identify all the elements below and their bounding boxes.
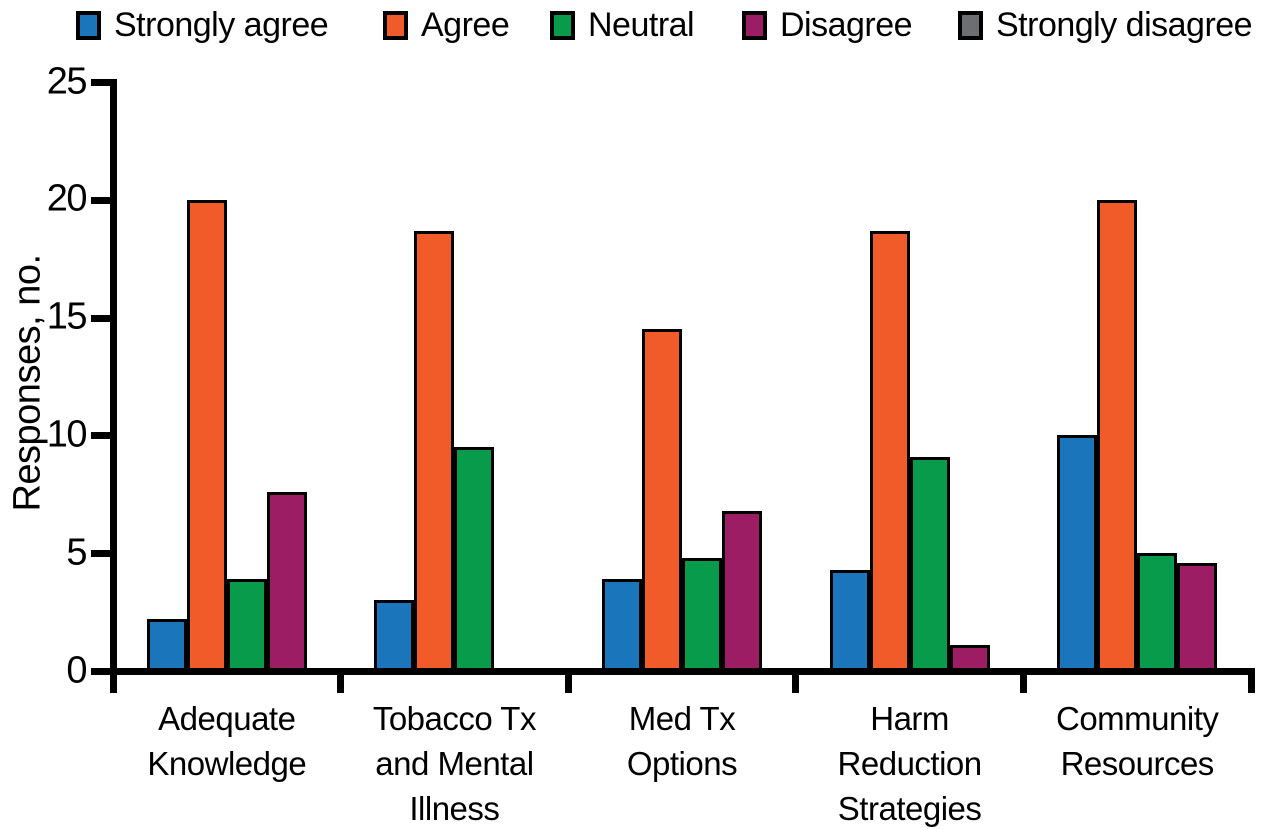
x-label-line: Strategies <box>837 790 982 827</box>
legend-label-strongly-disagree: Strongly disagree <box>996 5 1253 44</box>
x-label-med-tx-options: Med Tx Options <box>568 696 796 786</box>
y-axis-line <box>110 79 117 675</box>
bar-community-resources-strongly-agree <box>1057 435 1098 671</box>
y-tick-0 <box>91 668 110 675</box>
legend-item-neutral: Neutral <box>550 5 695 44</box>
x-tick-2 <box>564 675 572 693</box>
legend-swatch-strongly-disagree <box>958 10 983 40</box>
y-tick-label-0: 0 <box>66 649 87 692</box>
x-label-line: Knowledge <box>147 745 307 782</box>
bar-med-tx-options-disagree <box>722 510 762 671</box>
legend-swatch-agree <box>383 10 408 40</box>
y-tick-10 <box>91 432 110 440</box>
bar-med-tx-options-neutral <box>682 557 722 671</box>
legend-swatch-disagree <box>742 10 767 40</box>
x-label-tobacco-tx-and-mental-illness: Tobacco Tx and Mental Illness <box>341 696 569 829</box>
x-tick-0 <box>109 675 117 693</box>
x-label-adequate-knowledge: Adequate Knowledge <box>113 696 341 786</box>
y-tick-label-15: 15 <box>46 295 88 338</box>
y-tick-label-10: 10 <box>46 413 88 456</box>
y-axis-title: Responses, no. <box>6 254 49 512</box>
x-label-line: Tobacco Tx <box>372 700 537 737</box>
x-tick-1 <box>337 675 345 693</box>
x-label-line: Options <box>626 745 738 782</box>
y-tick-5 <box>91 550 110 558</box>
x-label-line: Resources <box>1060 745 1215 782</box>
bar-adequate-knowledge-disagree <box>266 492 307 671</box>
y-tick-label-25: 25 <box>46 60 88 103</box>
x-tick-3 <box>792 675 800 693</box>
legend-item-agree: Agree <box>383 5 510 44</box>
legend-item-strongly-disagree: Strongly disagree <box>958 5 1253 44</box>
y-tick-20 <box>91 196 110 204</box>
x-label-line: Community <box>1056 700 1219 737</box>
legend-item-strongly-agree: Strongly agree <box>76 5 329 44</box>
legend-label-disagree: Disagree <box>780 5 913 44</box>
bar-adequate-knowledge-agree <box>186 199 227 671</box>
x-label-line: and Mental <box>375 745 534 782</box>
x-label-line: Harm <box>870 700 949 737</box>
x-label-line: Reduction <box>837 745 983 782</box>
legend-swatch-strongly-agree <box>76 10 101 40</box>
legend-label-neutral: Neutral <box>588 5 695 44</box>
bar-tobacco-tx-and-mental-illness-strongly-agree <box>374 600 415 671</box>
bar-tobacco-tx-and-mental-illness-neutral <box>454 447 495 671</box>
bar-med-tx-options-agree <box>642 329 682 671</box>
bar-adequate-knowledge-strongly-agree <box>146 619 187 671</box>
x-label-line: Adequate <box>158 700 296 737</box>
legend-label-agree: Agree <box>421 5 510 44</box>
y-tick-label-20: 20 <box>46 178 88 221</box>
x-label-harm-reduction-strategies: Harm Reduction Strategies <box>796 696 1024 829</box>
bar-harm-reduction-strategies-agree <box>869 230 910 671</box>
legend-item-disagree: Disagree <box>742 5 913 44</box>
bar-harm-reduction-strategies-neutral <box>909 456 950 671</box>
bar-harm-reduction-strategies-disagree <box>949 645 990 671</box>
legend-label-strongly-agree: Strongly agree <box>114 5 329 44</box>
bar-community-resources-disagree <box>1177 562 1218 671</box>
bar-tobacco-tx-and-mental-illness-agree <box>414 230 455 671</box>
bar-adequate-knowledge-neutral <box>226 579 267 671</box>
x-label-line: Illness <box>409 790 500 827</box>
bar-community-resources-neutral <box>1137 553 1178 671</box>
x-label-community-resources: Community Resources <box>1023 696 1251 786</box>
legend-swatch-neutral <box>550 10 575 40</box>
x-tick-4 <box>1019 675 1027 693</box>
x-axis-line <box>110 668 1255 675</box>
y-tick-25 <box>91 79 110 87</box>
y-tick-label-5: 5 <box>66 531 87 574</box>
bar-community-resources-agree <box>1097 199 1138 671</box>
x-tick-5 <box>1247 675 1255 693</box>
bar-harm-reduction-strategies-strongly-agree <box>829 569 870 671</box>
bar-med-tx-options-strongly-agree <box>602 579 642 671</box>
x-label-line: Med Tx <box>628 700 736 737</box>
y-tick-15 <box>91 314 110 322</box>
